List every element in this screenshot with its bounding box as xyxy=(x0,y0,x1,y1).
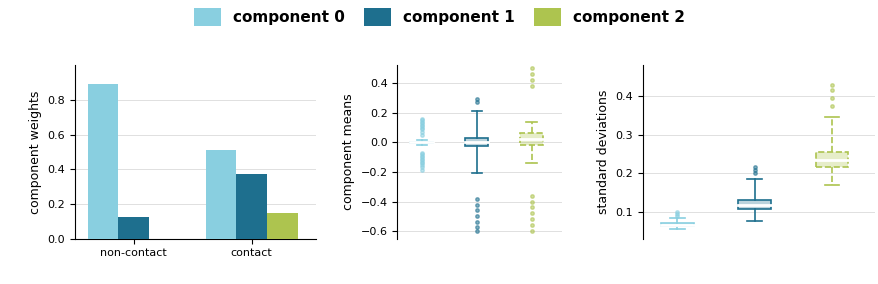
Y-axis label: component means: component means xyxy=(342,94,355,210)
Bar xyxy=(236,174,267,239)
Bar xyxy=(520,133,543,145)
Bar xyxy=(815,152,847,167)
Bar xyxy=(464,138,487,147)
Bar xyxy=(205,150,236,239)
Legend: component 0, component 1, component 2: component 0, component 1, component 2 xyxy=(187,2,691,32)
Y-axis label: component weights: component weights xyxy=(29,90,41,214)
Bar xyxy=(267,214,298,239)
Y-axis label: standard deviations: standard deviations xyxy=(596,90,608,214)
Bar xyxy=(119,217,149,239)
Bar xyxy=(88,83,119,239)
Bar xyxy=(660,223,693,226)
Bar xyxy=(738,200,770,209)
Bar xyxy=(410,142,433,143)
